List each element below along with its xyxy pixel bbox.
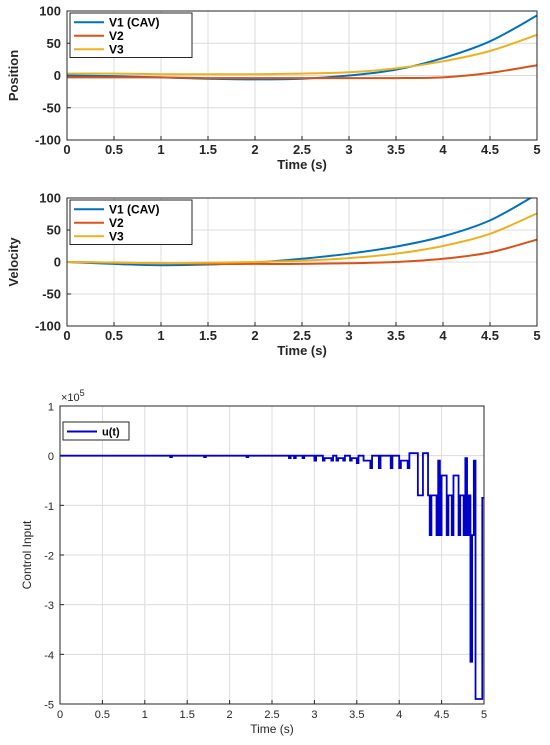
y-tick-label: -1 bbox=[44, 501, 54, 513]
y-tick-label: -3 bbox=[44, 600, 54, 612]
legend-label-1: V1 (CAV) bbox=[109, 15, 159, 29]
series-line-3 bbox=[67, 212, 537, 265]
x-tick-label: 2.5 bbox=[293, 328, 311, 343]
series-line-1 bbox=[60, 452, 484, 700]
chart-3: 0 0.5 1 1.5 2 2.5 3 3.5 4 4.5 5 1 0 -1 -2 -3 -4 -5 Time (s… bbox=[20, 388, 487, 736]
legend-label-1: V1 (CAV) bbox=[109, 202, 159, 216]
y-tick-label: -2 bbox=[44, 551, 54, 563]
y-tick-label: 50 bbox=[47, 36, 61, 51]
legend-label-1: u(t) bbox=[102, 427, 120, 439]
y-exponent-label: ×105 bbox=[61, 388, 85, 404]
x-tick-label: 4.5 bbox=[481, 328, 499, 343]
y-tick-label: 0 bbox=[54, 68, 61, 83]
x-tick-label: 5 bbox=[533, 142, 540, 157]
x-tick-label: 5 bbox=[533, 328, 540, 343]
x-axis-label: Time (s) bbox=[277, 157, 327, 172]
x-tick-label: 2.5 bbox=[264, 709, 279, 721]
axes-frame bbox=[59, 405, 485, 705]
x-tick-label: 5 bbox=[481, 709, 487, 721]
x-tick-label: 4.5 bbox=[481, 142, 499, 157]
y-tick-label: -100 bbox=[35, 319, 61, 334]
y-tick-label: 100 bbox=[39, 4, 61, 19]
x-tick-label: 1 bbox=[157, 142, 164, 157]
x-tick-label: 2.5 bbox=[293, 142, 311, 157]
legend-label-2: V2 bbox=[109, 29, 124, 43]
x-tick-label: 2 bbox=[251, 142, 258, 157]
legend-label-3: V3 bbox=[109, 229, 124, 243]
y-tick-label: -100 bbox=[35, 133, 61, 148]
x-tick-label: 4.5 bbox=[434, 709, 449, 721]
chart-2: 0 0.5 1 1.5 2 2.5 3 3.5 4 4.5 5 100 50 0 -50 -100 Time (… bbox=[6, 191, 541, 359]
x-tick-label: 2 bbox=[251, 328, 258, 343]
x-tick-label: 0 bbox=[63, 328, 70, 343]
series-line-3 bbox=[67, 33, 537, 76]
x-tick-label: 3.5 bbox=[387, 142, 405, 157]
axes-frame bbox=[66, 197, 538, 327]
legend: u(t) bbox=[62, 421, 130, 441]
x-tick-label: 0.5 bbox=[105, 328, 123, 343]
y-axis-label: Velocity bbox=[6, 237, 21, 287]
x-tick-label: 1.5 bbox=[180, 709, 195, 721]
x-tick-label: 3.5 bbox=[387, 328, 405, 343]
axes-frame bbox=[66, 10, 538, 141]
series-line-1 bbox=[67, 198, 533, 267]
y-tick-label: -4 bbox=[44, 650, 54, 662]
y-axis-label: Position bbox=[6, 50, 21, 101]
x-tick-label: 0 bbox=[57, 709, 63, 721]
x-tick-label: 3.5 bbox=[349, 709, 364, 721]
y-tick-label: 0 bbox=[48, 451, 54, 463]
x-tick-label: 0.5 bbox=[105, 142, 123, 157]
y-tick-label: 50 bbox=[47, 223, 61, 238]
x-tick-label: 1 bbox=[142, 709, 148, 721]
x-axis-label: Time (s) bbox=[277, 343, 327, 358]
x-tick-label: 1 bbox=[157, 328, 164, 343]
x-tick-label: 1.5 bbox=[199, 328, 217, 343]
series-line-2 bbox=[67, 64, 537, 80]
x-tick-label: 4 bbox=[396, 709, 402, 721]
x-tick-label: 0.5 bbox=[95, 709, 110, 721]
y-exponent-power: 5 bbox=[80, 388, 85, 398]
y-tick-label: -50 bbox=[42, 100, 61, 115]
y-tick-label: 0 bbox=[54, 255, 61, 270]
x-tick-label: 1.5 bbox=[199, 142, 217, 157]
y-tick-label: 1 bbox=[48, 402, 54, 414]
y-tick-label: -5 bbox=[44, 700, 54, 712]
x-tick-label: 4 bbox=[439, 328, 447, 343]
x-axis-label: Time (s) bbox=[250, 722, 294, 736]
legend-label-3: V3 bbox=[109, 42, 124, 56]
x-tick-label: 3 bbox=[311, 709, 317, 721]
x-tick-label: 2 bbox=[227, 709, 233, 721]
x-tick-label: 3 bbox=[345, 142, 352, 157]
x-tick-label: 3 bbox=[345, 328, 352, 343]
y-axis-label: Control Input bbox=[20, 520, 34, 589]
y-tick-label: -50 bbox=[42, 287, 61, 302]
x-tick-label: 4 bbox=[439, 142, 447, 157]
y-tick-label: 100 bbox=[39, 191, 61, 206]
chart-1: 0 0.5 1 1.5 2 2.5 3 3.5 4 4.5 5 100 50 0 -50 -100 Time (… bbox=[6, 4, 541, 173]
legend-label-2: V2 bbox=[109, 216, 124, 230]
x-tick-label: 0 bbox=[63, 142, 70, 157]
